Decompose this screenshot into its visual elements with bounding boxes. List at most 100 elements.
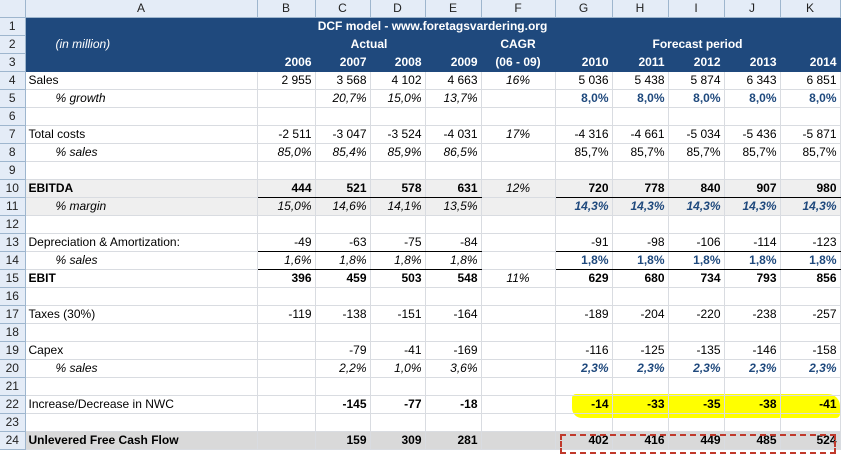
sales-value[interactable]: 5 036 <box>555 71 613 90</box>
cell[interactable] <box>612 413 669 432</box>
cell[interactable] <box>481 323 556 342</box>
costs_pct-value[interactable]: 85,7% <box>612 143 669 162</box>
costs-value[interactable]: -5 034 <box>668 125 725 144</box>
da-value[interactable]: -63 <box>315 233 371 252</box>
taxes-value[interactable]: -204 <box>612 305 669 324</box>
cell[interactable] <box>668 377 725 396</box>
cell[interactable] <box>724 377 781 396</box>
cell[interactable] <box>555 377 613 396</box>
da_pct-value[interactable]: 1,8% <box>370 251 426 270</box>
year-header[interactable]: 2011 <box>612 53 669 72</box>
cell[interactable] <box>425 287 482 306</box>
ebit-label[interactable]: EBIT <box>25 269 258 288</box>
growth-value[interactable]: 8,0% <box>724 89 781 108</box>
row-header[interactable]: 1 <box>0 17 26 36</box>
cell[interactable] <box>257 107 316 126</box>
cell[interactable] <box>25 53 258 72</box>
capex_pct-label[interactable]: % sales <box>25 359 258 378</box>
nwc-value[interactable] <box>481 395 556 414</box>
cell[interactable] <box>668 215 725 234</box>
capex-label[interactable]: Capex <box>25 341 258 360</box>
taxes-value[interactable]: -220 <box>668 305 725 324</box>
cell[interactable] <box>315 287 371 306</box>
margin-value[interactable]: 15,0% <box>257 197 316 216</box>
capex_pct-value[interactable]: 3,6% <box>425 359 482 378</box>
cell[interactable] <box>370 413 426 432</box>
cell[interactable] <box>780 161 841 180</box>
costs-value[interactable]: -4 316 <box>555 125 613 144</box>
cell[interactable] <box>257 413 316 432</box>
growth-value[interactable]: 15,0% <box>370 89 426 108</box>
column-header-C[interactable]: C <box>315 0 371 18</box>
cell[interactable] <box>668 323 725 342</box>
ufcf-value[interactable] <box>257 431 316 450</box>
cell[interactable] <box>25 215 258 234</box>
ebit-value[interactable]: 856 <box>780 269 841 288</box>
cell[interactable] <box>668 287 725 306</box>
sales-value[interactable]: 3 568 <box>315 71 371 90</box>
capex-value[interactable]: -169 <box>425 341 482 360</box>
cell[interactable] <box>315 323 371 342</box>
column-header-G[interactable]: G <box>555 0 613 18</box>
costs-value[interactable]: -5 436 <box>724 125 781 144</box>
sales-value[interactable]: 2 955 <box>257 71 316 90</box>
cell[interactable] <box>425 323 482 342</box>
capex-value[interactable]: -79 <box>315 341 371 360</box>
year-header[interactable]: 2012 <box>668 53 725 72</box>
forecast-header[interactable]: Forecast period <box>555 35 841 54</box>
ufcf-value[interactable]: 524 <box>780 431 841 450</box>
cell[interactable] <box>780 377 841 396</box>
row-header[interactable]: 8 <box>0 143 26 162</box>
row-header[interactable]: 14 <box>0 251 26 270</box>
cell[interactable] <box>370 377 426 396</box>
cell[interactable] <box>668 107 725 126</box>
capex_pct-value[interactable]: 2,2% <box>315 359 371 378</box>
da_pct-value[interactable]: 1,8% <box>555 251 613 270</box>
cell[interactable] <box>370 287 426 306</box>
da-value[interactable]: -106 <box>668 233 725 252</box>
capex-value[interactable]: -125 <box>612 341 669 360</box>
cell[interactable] <box>257 323 316 342</box>
sales-value[interactable]: 16% <box>481 71 556 90</box>
cell[interactable] <box>257 287 316 306</box>
growth-value[interactable]: 20,7% <box>315 89 371 108</box>
taxes-value[interactable] <box>481 305 556 324</box>
year-header[interactable]: 2013 <box>724 53 781 72</box>
ebitda-value[interactable]: 720 <box>555 179 613 198</box>
row-header[interactable]: 21 <box>0 377 26 396</box>
growth-value[interactable]: 13,7% <box>425 89 482 108</box>
sales-value[interactable]: 6 343 <box>724 71 781 90</box>
da-value[interactable]: -49 <box>257 233 316 252</box>
cell[interactable] <box>370 107 426 126</box>
sales-value[interactable]: 4 102 <box>370 71 426 90</box>
capex_pct-value[interactable] <box>257 359 316 378</box>
da_pct-value[interactable]: 1,8% <box>425 251 482 270</box>
row-header[interactable]: 13 <box>0 233 26 252</box>
cell[interactable] <box>425 413 482 432</box>
sheet-title[interactable]: DCF model - www.foretagsvardering.org <box>25 17 841 36</box>
da_pct-value[interactable]: 1,8% <box>780 251 841 270</box>
costs-value[interactable]: -5 871 <box>780 125 841 144</box>
margin-value[interactable]: 14,3% <box>780 197 841 216</box>
da_pct-value[interactable] <box>481 251 556 270</box>
margin-value[interactable] <box>481 197 556 216</box>
ufcf-value[interactable]: 281 <box>425 431 482 450</box>
ebit-value[interactable]: 396 <box>257 269 316 288</box>
margin-value[interactable]: 13,5% <box>425 197 482 216</box>
cell[interactable] <box>481 287 556 306</box>
capex_pct-value[interactable]: 2,3% <box>780 359 841 378</box>
growth-value[interactable]: 8,0% <box>555 89 613 108</box>
ebitda-label[interactable]: EBITDA <box>25 179 258 198</box>
costs-value[interactable]: -4 031 <box>425 125 482 144</box>
cell[interactable] <box>780 413 841 432</box>
margin-value[interactable]: 14,3% <box>724 197 781 216</box>
cell[interactable] <box>555 107 613 126</box>
row-header[interactable]: 24 <box>0 431 26 450</box>
costs-value[interactable]: 17% <box>481 125 556 144</box>
year-header[interactable]: 2010 <box>555 53 613 72</box>
sales-value[interactable]: 5 438 <box>612 71 669 90</box>
cell[interactable] <box>315 377 371 396</box>
da-value[interactable]: -75 <box>370 233 426 252</box>
row-header[interactable]: 4 <box>0 71 26 90</box>
taxes-value[interactable]: -151 <box>370 305 426 324</box>
